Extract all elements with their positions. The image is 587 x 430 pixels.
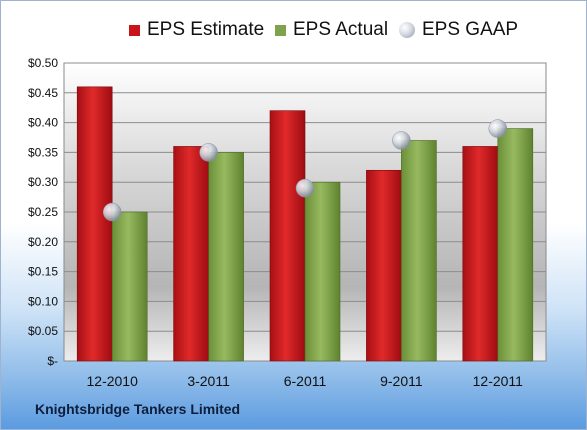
- plot-area: $0.50 $0.45 $0.40 $0.35 $0.30 $0.25 $0.20 $0.15…: [28, 56, 547, 389]
- bar-eps-estimate: [76, 86, 113, 362]
- legend-label-actual: EPS Actual: [293, 19, 389, 40]
- point-eps-gaap: [392, 131, 411, 150]
- bar-eps-actual: [497, 128, 534, 362]
- y-tick-label: $0.05: [28, 324, 58, 338]
- legend-swatch-actual: [275, 24, 286, 36]
- x-tick-label: 9-2011: [380, 373, 423, 389]
- legend-item-actual: EPS Actual: [275, 15, 388, 45]
- y-tick-label: $0.10: [28, 294, 58, 308]
- legend-label-estimate: EPS Estimate: [147, 19, 265, 40]
- point-eps-gaap: [199, 143, 218, 162]
- x-tick-label: 6-2011: [284, 373, 327, 389]
- bar-eps-estimate: [173, 146, 209, 362]
- y-tick-label: $0.15: [28, 265, 58, 279]
- legend-item-gaap: EPS GAAP: [399, 15, 518, 45]
- bar-eps-actual: [111, 211, 148, 362]
- y-tick-label: $0.50: [28, 56, 58, 70]
- x-tick-label: 12-2011: [473, 373, 524, 389]
- bar-eps-estimate: [269, 110, 306, 362]
- y-tick-label: $0.35: [28, 145, 58, 159]
- legend-marker-gaap: [399, 22, 415, 38]
- legend: EPS Estimate EPS Actual EPS GAAP: [1, 15, 586, 45]
- legend-label-gaap: EPS GAAP: [422, 19, 519, 40]
- company-name: Knightsbridge Tankers Limited: [35, 401, 241, 417]
- y-tick-label: $0.20: [28, 235, 58, 249]
- point-eps-gaap: [295, 178, 315, 198]
- legend-item-estimate: EPS Estimate: [129, 15, 264, 45]
- x-tick-label: 3-2011: [187, 373, 230, 389]
- y-tick-label: $0.40: [28, 116, 58, 130]
- y-tick-label: $0.25: [28, 205, 58, 219]
- point-eps-gaap: [488, 119, 508, 138]
- bar-eps-estimate: [462, 146, 499, 362]
- y-tick-label: $0.30: [28, 175, 58, 189]
- y-tick-label: $-: [47, 354, 58, 368]
- legend-swatch-estimate: [129, 24, 140, 36]
- bar-eps-actual: [304, 181, 341, 362]
- bar-eps-actual: [401, 140, 437, 362]
- bar-eps-estimate: [366, 169, 402, 362]
- y-tick-label: $0.45: [28, 86, 58, 100]
- bar-eps-actual: [208, 152, 244, 362]
- x-tick-label: 12-2010: [87, 373, 139, 389]
- point-eps-gaap: [102, 202, 122, 222]
